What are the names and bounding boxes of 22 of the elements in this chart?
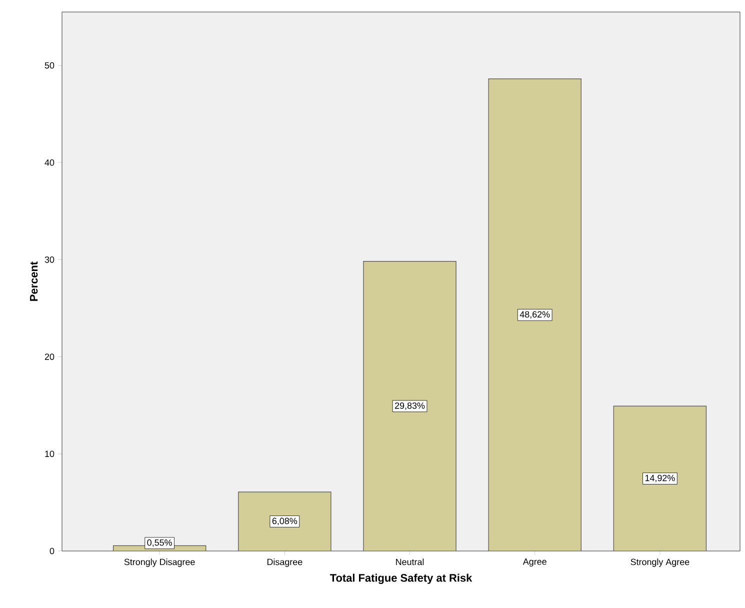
x-tick-label: Disagree	[267, 558, 302, 567]
bar	[488, 78, 582, 551]
y-tick-label: 10	[45, 450, 54, 458]
x-tick-label: Neutral	[396, 558, 424, 566]
y-tick-label: 20	[44, 354, 54, 360]
y-axis-title: Percent	[30, 262, 38, 301]
bar	[363, 260, 456, 551]
data-label: 6,08%	[272, 518, 298, 526]
y-tick-label: 0	[50, 548, 54, 554]
x-axis-title: Total Fatigue Safety at Risk	[330, 574, 472, 584]
data-label: 0,55%	[147, 539, 172, 547]
x-tick-label: Agree	[522, 558, 546, 567]
y-tick-label: 30	[44, 256, 54, 263]
y-tick-label: 40	[44, 159, 54, 166]
x-tick-label: Strongly Disagree	[124, 558, 195, 567]
y-tick-label: 50	[44, 62, 54, 69]
bar	[238, 492, 332, 551]
data-label: 48,62%	[520, 311, 550, 319]
data-label: 29,83%	[395, 402, 425, 410]
x-tick-label: Strongly Agree	[630, 558, 690, 567]
data-label: 14,92%	[645, 474, 675, 482]
bar	[613, 406, 707, 551]
